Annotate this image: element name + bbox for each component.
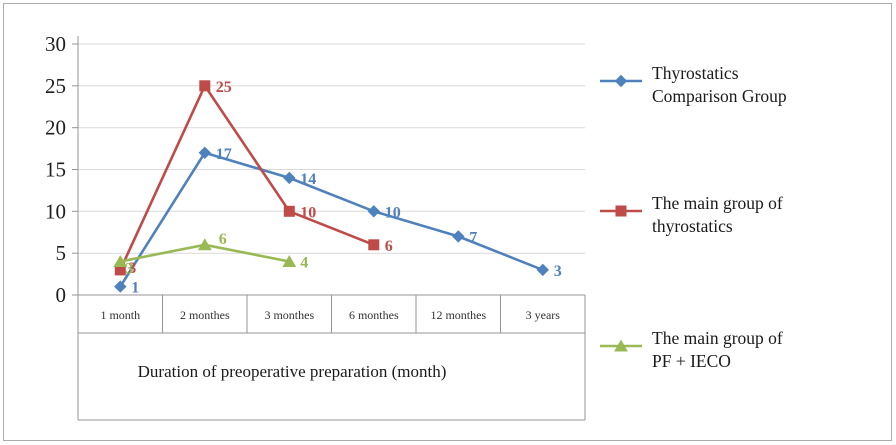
data-label: 6 <box>219 231 227 248</box>
y-tick-label: 20 <box>45 116 66 140</box>
diamond-marker-icon <box>114 280 127 293</box>
data-label: 17 <box>216 146 232 163</box>
x-tick-label: 3 years <box>526 308 561 322</box>
legend-label-line: Thyrostatics <box>652 63 739 83</box>
y-tick-label: 15 <box>45 158 66 182</box>
diamond-marker-icon <box>367 205 381 218</box>
data-label: 10 <box>385 204 401 221</box>
y-tick-label: 30 <box>45 32 66 56</box>
legend-label-line: The main group of <box>652 328 783 348</box>
y-tick-label: 10 <box>45 199 66 223</box>
legend-label: Thyrostatics Comparison Group <box>652 62 787 108</box>
square-marker-icon <box>283 205 295 217</box>
data-label: 3 <box>125 261 133 278</box>
diamond-marker-icon <box>536 263 550 277</box>
square-marker-icon <box>368 239 380 251</box>
data-label: 1 <box>131 280 139 297</box>
chart-legend: Thyrostatics Comparison Group The main g… <box>598 0 890 445</box>
diamond-marker-icon <box>198 146 212 160</box>
data-label: 6 <box>385 238 393 255</box>
legend-square-marker-icon <box>600 205 642 217</box>
data-label: 7 <box>469 229 477 246</box>
legend-label: The main group of thyrostatics <box>652 192 783 238</box>
data-label: 3 <box>554 263 562 280</box>
triangle-marker-icon <box>197 238 212 251</box>
legend-item-main-thyrostatics: The main group of thyrostatics <box>598 192 783 238</box>
legend-label-line: PF + IECO <box>652 351 731 371</box>
x-tick-label: 1 month <box>100 308 140 322</box>
y-tick-label: 5 <box>56 241 67 265</box>
y-tick-label: 0 <box>56 283 67 307</box>
series-line <box>119 151 544 288</box>
square-marker-icon <box>199 80 211 92</box>
triangle-marker-icon <box>614 339 628 352</box>
legend-diamond-marker-icon <box>600 74 642 88</box>
x-tick-label: 3 monthes <box>264 308 314 322</box>
x-tick-label: 2 monthes <box>180 308 230 322</box>
triangle-marker-icon <box>282 254 297 267</box>
legend-label: The main group of PF + IECO <box>652 327 783 373</box>
diamond-marker-icon <box>614 74 628 88</box>
y-tick-label: 25 <box>45 74 66 98</box>
x-axis-title: Duration of preoperative preparation (mo… <box>138 362 447 381</box>
square-marker-icon <box>615 205 627 217</box>
data-label: 4 <box>300 255 308 272</box>
diamond-marker-icon <box>283 171 296 185</box>
legend-item-pf-ieco: The main group of PF + IECO <box>598 327 783 373</box>
legend-triangle-marker-icon <box>600 339 642 352</box>
data-label: 10 <box>300 204 316 221</box>
data-label: 3 <box>128 260 136 277</box>
triangle-marker-icon <box>113 254 128 267</box>
diamond-marker-icon <box>452 230 465 243</box>
data-label: 14 <box>300 171 316 188</box>
legend-item-thyrostatics-comparison: Thyrostatics Comparison Group <box>598 62 787 108</box>
x-tick-label: 6 monthes <box>349 308 399 322</box>
legend-label-line: thyrostatics <box>652 216 733 236</box>
data-label: 25 <box>216 79 232 96</box>
legend-label-line: Comparison Group <box>652 86 787 106</box>
series-line <box>119 83 375 271</box>
x-tick-label: 12 monthes <box>430 308 486 322</box>
legend-label-line: The main group of <box>652 193 783 213</box>
